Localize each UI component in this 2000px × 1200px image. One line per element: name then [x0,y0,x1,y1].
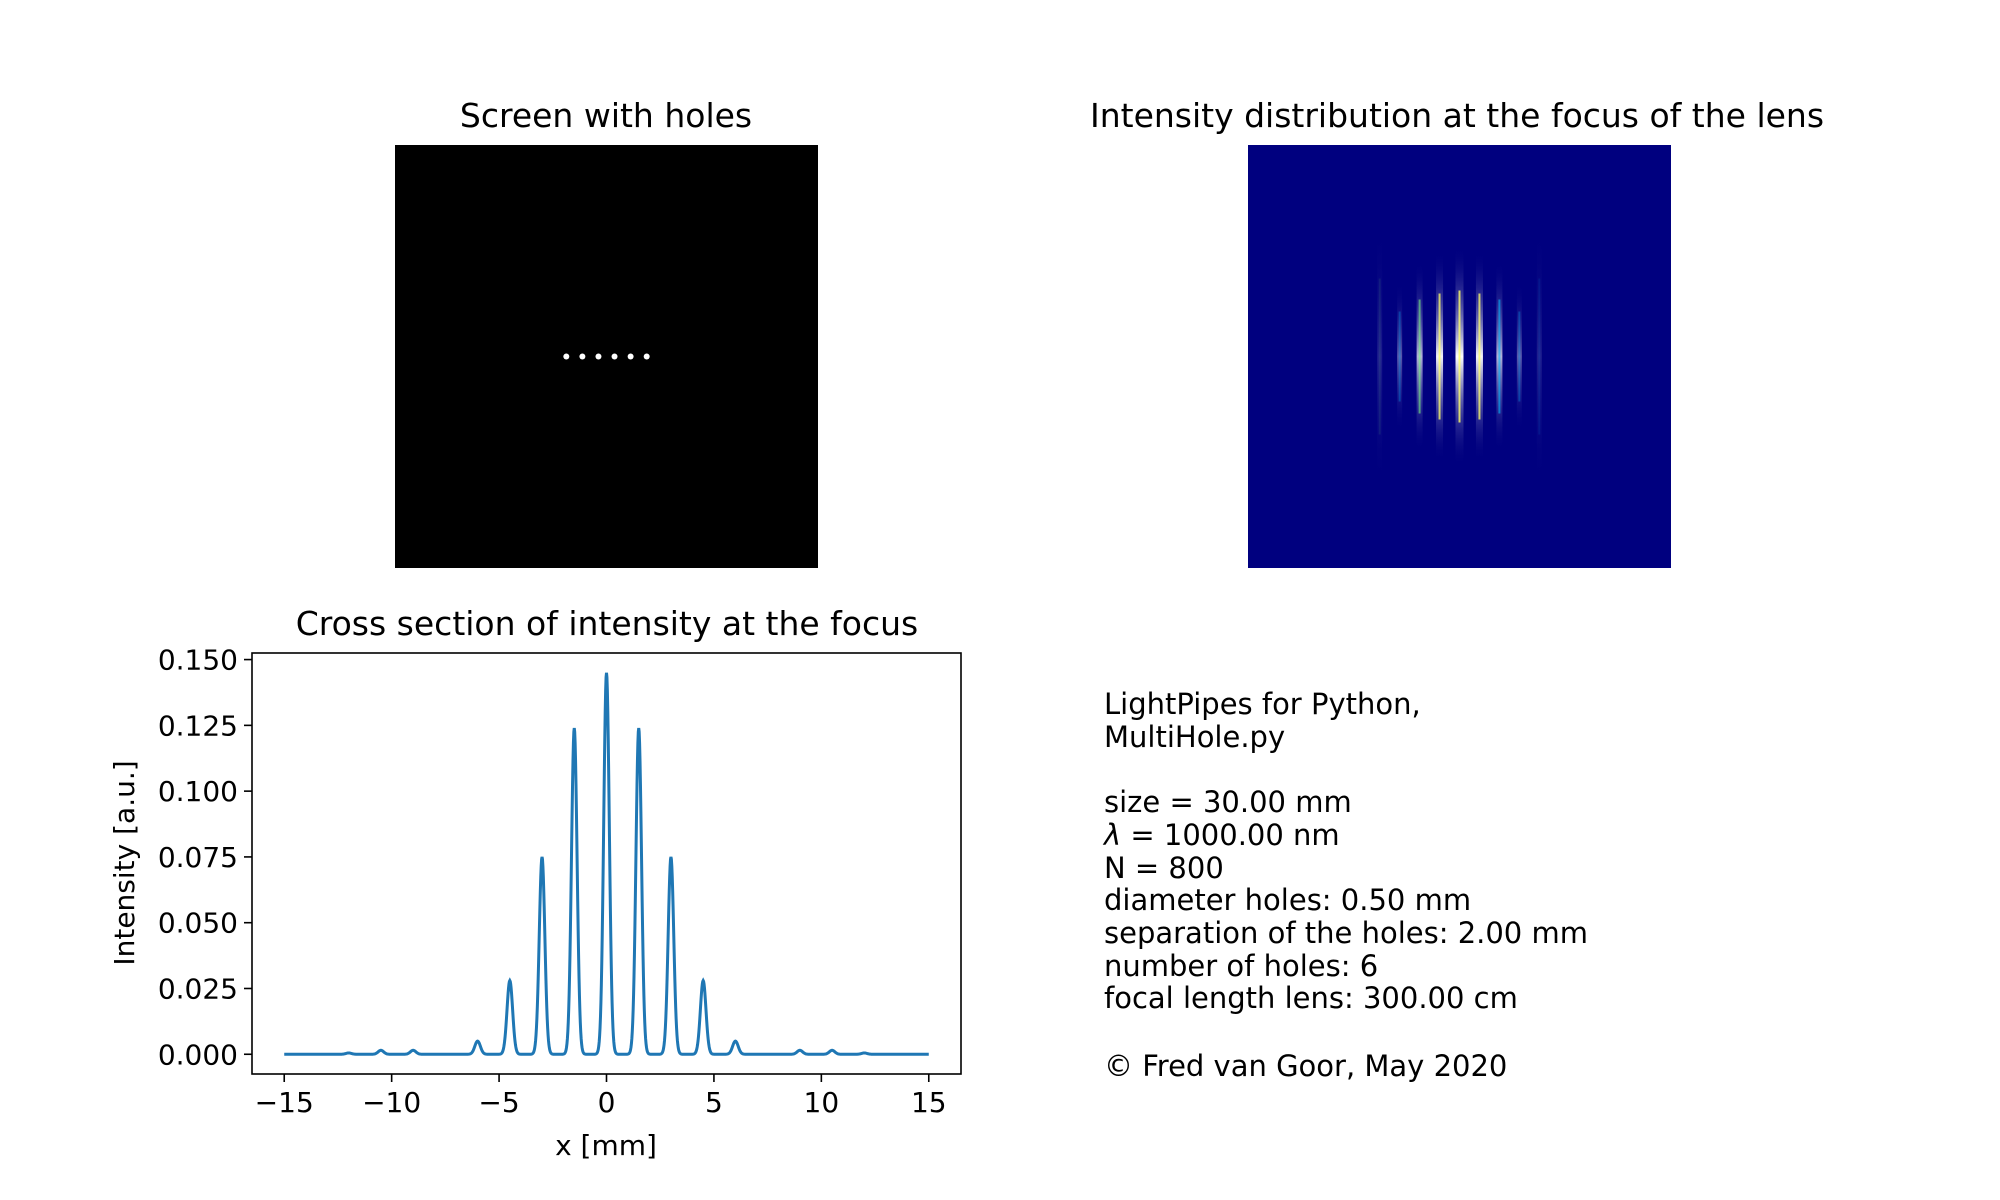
hole-5 [627,353,634,360]
intensity-distribution-image [1248,145,1671,568]
screen-title: Screen with holes [459,96,753,135]
y-tick-label: 0.150 [158,644,238,677]
hole-4 [611,353,618,360]
hole-2 [579,353,586,360]
y-tick-label: 0.025 [158,972,238,1005]
info-focal: focal length lens: 300.00 cm [1104,981,1518,1015]
y-tick-label: 0.000 [158,1038,238,1071]
intensity-svg [1377,226,1542,487]
y-tick-label: 0.050 [158,907,238,940]
fringe-8 [1377,226,1383,487]
holes-svg [563,353,650,360]
intensity-line [284,672,929,1056]
info-size: size = 30.00 mm [1104,785,1352,819]
intensity-title: Intensity distribution at the focus of t… [1089,96,1825,135]
y-axis-label: Intensity [a.u.] [108,760,141,965]
info-separation: separation of the holes: 2.00 mm [1104,916,1588,950]
fringe-1 [1397,281,1403,432]
x-tick-label: 5 [705,1086,723,1119]
x-tick-label: −15 [255,1086,314,1119]
x-axis-label: x [mm] [555,1129,657,1162]
x-tick-label: 10 [804,1086,840,1119]
hole-3 [595,353,602,360]
fringe-core-3 [1438,293,1441,420]
fringe-core-4 [1458,290,1461,423]
lambda-symbol: λ [1104,818,1122,852]
info-copyright: © Fred van Goor, May 2020 [1104,1049,1508,1083]
info-diameter: diameter holes: 0.50 mm [1104,883,1472,917]
info-n: N = 800 [1104,851,1224,885]
x-tick-label: 15 [911,1086,947,1119]
fringe-9 [1536,226,1542,487]
info-lambda: λ = 1000.00 nm [1104,819,1340,852]
y-tick-label: 0.075 [158,841,238,874]
fringe-core-7 [1518,311,1521,402]
y-tick-label: 0.100 [158,775,238,808]
fringe-7 [1516,281,1522,432]
fringe-core-5 [1478,293,1481,420]
cross-section-title: Cross section of intensity at the focus [296,604,919,643]
fringe-core-2 [1418,299,1421,414]
x-tick-label: −10 [362,1086,421,1119]
lambda-value: = 1000.00 nm [1121,818,1340,852]
x-tick-label: −5 [478,1086,519,1119]
info-line-1: LightPipes for Python, [1104,687,1421,721]
info-line-2: MultiHole.py [1104,720,1286,754]
fringe-core-9 [1538,278,1541,435]
info-number: number of holes: 6 [1104,949,1379,983]
fringe-core-6 [1498,299,1501,414]
y-tick-label: 0.125 [158,709,238,742]
hole-1 [563,353,570,360]
x-tick-label: 0 [598,1086,616,1119]
screen-with-holes-image [395,145,818,568]
fringe-core-1 [1398,311,1401,402]
plot-frame [251,652,962,1075]
hole-6 [643,353,650,360]
fringe-core-8 [1378,278,1381,435]
